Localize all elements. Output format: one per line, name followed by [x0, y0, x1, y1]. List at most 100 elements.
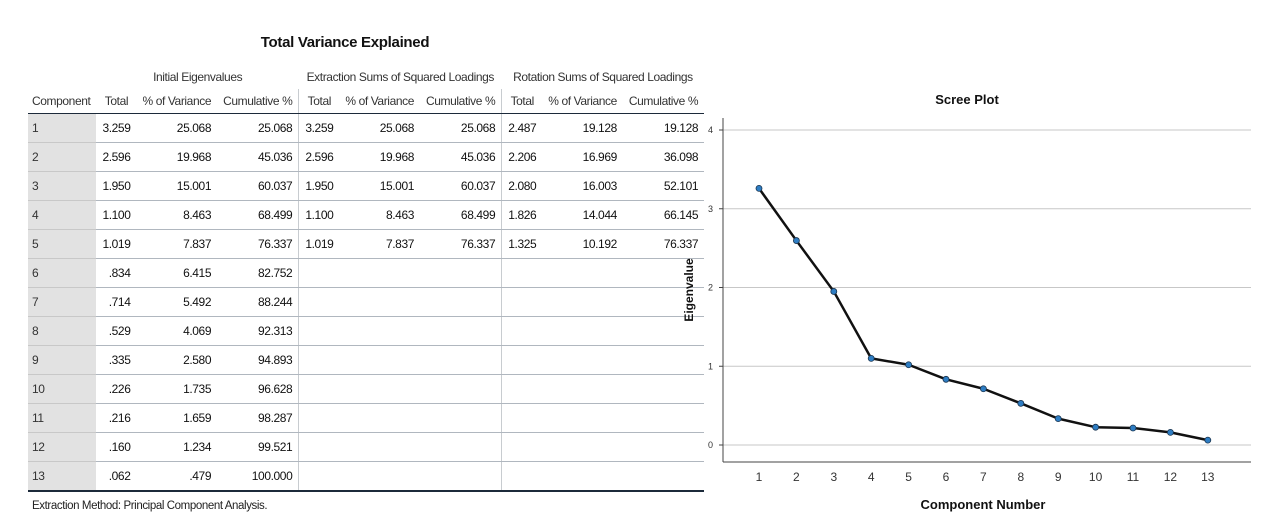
table-cell: [339, 461, 420, 492]
table-cell: 76.337: [217, 229, 299, 259]
column-header-row: Component Total% of Variance Cumulative % T…: [28, 89, 705, 114]
table-cell: [622, 432, 705, 462]
table-cell: [420, 403, 502, 433]
table-cell: 7.837: [339, 229, 420, 259]
table-cell: 2.596: [96, 142, 137, 172]
x-tick-label: 4: [868, 470, 875, 484]
table-title: Total Variance Explained: [260, 34, 430, 51]
table-cell: 96.628: [217, 374, 299, 404]
table-cell: 68.499: [420, 200, 502, 230]
table-cell: 15.001: [136, 171, 218, 201]
table-cell: 1.019: [96, 229, 137, 259]
table-cell: 3.259: [96, 113, 137, 143]
table-cell: 19.128: [622, 113, 705, 143]
row-label: 3: [28, 171, 97, 201]
table-cell: 6.415: [136, 258, 218, 288]
y-tick-label: 2: [708, 283, 713, 293]
table-cell: 100.000: [217, 461, 299, 492]
table-cell: [298, 316, 340, 346]
row-label: 2: [28, 142, 97, 172]
table-cell: [298, 432, 340, 462]
table-cell: [501, 461, 543, 492]
table-cell: 25.068: [217, 113, 299, 143]
table-row: 8.529 4.069 92.313: [28, 316, 705, 346]
row-label: 9: [28, 345, 97, 375]
data-point: [1017, 399, 1025, 407]
table-cell: .714: [96, 287, 137, 317]
x-tick-label: 12: [1164, 470, 1178, 484]
table-cell: 8.463: [339, 200, 420, 230]
table-cell: 1.100: [298, 200, 340, 230]
table-cell: [339, 258, 420, 288]
table-body: 1 3.259 25.068 25.068 3.259 25.068 25.068 2.487…: [28, 113, 705, 492]
row-label: 6: [28, 258, 97, 288]
table-cell: [501, 258, 543, 288]
x-tick-label: 7: [980, 470, 987, 484]
table-cell: [542, 374, 623, 404]
column-header: Total: [298, 89, 340, 114]
table-cell: [339, 316, 420, 346]
table-cell: [622, 461, 705, 492]
data-point: [755, 184, 763, 192]
table-cell: [420, 345, 502, 375]
x-tick-label: 9: [1055, 470, 1062, 484]
table-cell: [298, 345, 340, 375]
table-cell: [339, 345, 420, 375]
table-cell: 94.893: [217, 345, 299, 375]
table-cell: 19.968: [136, 142, 218, 172]
table-cell: [339, 374, 420, 404]
table-cell: .062: [96, 461, 137, 492]
data-point: [1129, 424, 1137, 432]
y-axis-ticks: 0 1 2 3 4: [708, 125, 723, 450]
table-row: 13.062.479 100.000: [28, 461, 705, 492]
table-cell: 36.098: [622, 142, 705, 172]
table-cell: 1.950: [96, 171, 137, 201]
table-cell: [298, 403, 340, 433]
data-point: [1166, 428, 1174, 436]
column-header: Total: [501, 89, 543, 114]
group-header-initial: Initial Eigenvalues: [153, 70, 243, 84]
row-label: 11: [28, 403, 97, 433]
table-row: 5 1.019 7.837 76.337 1.019 7.837 76.337 1.325 10…: [28, 229, 705, 259]
row-label: 5: [28, 229, 97, 259]
x-axis-ticks: 1 2 3 4 5 6 7 8 9 10 11 12 13: [756, 470, 1215, 484]
table-cell: 16.003: [542, 171, 623, 201]
table-cell: 1.234: [136, 432, 218, 462]
table-cell: [542, 403, 623, 433]
table-cell: 66.145: [622, 200, 705, 230]
variance-table-panel: Total Variance Explained Initial Eigenva…: [28, 34, 705, 512]
row-label: 12: [28, 432, 97, 462]
column-header: % of Variance: [542, 89, 623, 114]
row-label: 10: [28, 374, 97, 404]
data-point: [793, 237, 800, 244]
table-cell: [339, 403, 420, 433]
table-cell: 10.192: [542, 229, 623, 259]
table-cell: 2.596: [298, 142, 340, 172]
table-cell: 19.128: [542, 113, 623, 143]
table-cell: 99.521: [217, 432, 299, 462]
table-cell: [298, 287, 340, 317]
table-cell: .529: [96, 316, 137, 346]
table-cell: 60.037: [217, 171, 299, 201]
table-row: 7.714 5.492 88.244: [28, 287, 705, 317]
row-label: 4: [28, 200, 97, 230]
table-cell: [501, 374, 543, 404]
table-cell: 19.968: [339, 142, 420, 172]
data-point: [1092, 423, 1100, 431]
table-cell: 82.752: [217, 258, 299, 288]
table-cell: 3.259: [298, 113, 340, 143]
x-tick-label: 11: [1127, 470, 1140, 484]
row-label: 1: [28, 113, 97, 143]
table-cell: 76.337: [420, 229, 502, 259]
table-cell: 25.068: [339, 113, 420, 143]
column-header: Total: [96, 89, 137, 114]
table-cell: [339, 287, 420, 317]
table-cell: 2.206: [501, 142, 543, 172]
group-header-row: Initial Eigenvalues Extraction Sums of S…: [28, 65, 704, 89]
data-point: [867, 354, 875, 362]
table-cell: 68.499: [217, 200, 299, 230]
x-tick-label: 3: [830, 470, 837, 484]
data-point: [1054, 415, 1062, 423]
table-cell: [501, 403, 543, 433]
